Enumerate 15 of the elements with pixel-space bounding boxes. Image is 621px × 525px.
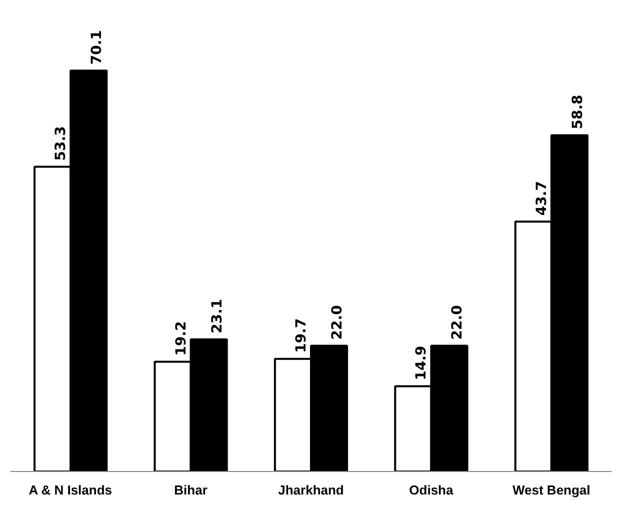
data-label: 43.7: [534, 181, 550, 216]
data-label: 58.8: [570, 94, 586, 130]
x-tick-label: Bihar: [174, 482, 208, 498]
x-tick-label: West Bengal: [512, 482, 590, 498]
data-label: 19.7: [293, 318, 310, 353]
data-label: 14.9: [414, 346, 430, 380]
x-tick-label: Jharkhand: [278, 482, 344, 498]
data-label: 19.2: [173, 321, 190, 356]
data-label: 70.1: [89, 30, 106, 65]
x-tick-label: A & N Islands: [28, 482, 112, 498]
data-label: 23.1: [209, 298, 226, 334]
data-label: 22.0: [330, 304, 346, 340]
data-label: 53.3: [53, 126, 70, 161]
data-label: 22.0: [450, 304, 466, 340]
x-tick-label: Odisha: [409, 482, 454, 498]
